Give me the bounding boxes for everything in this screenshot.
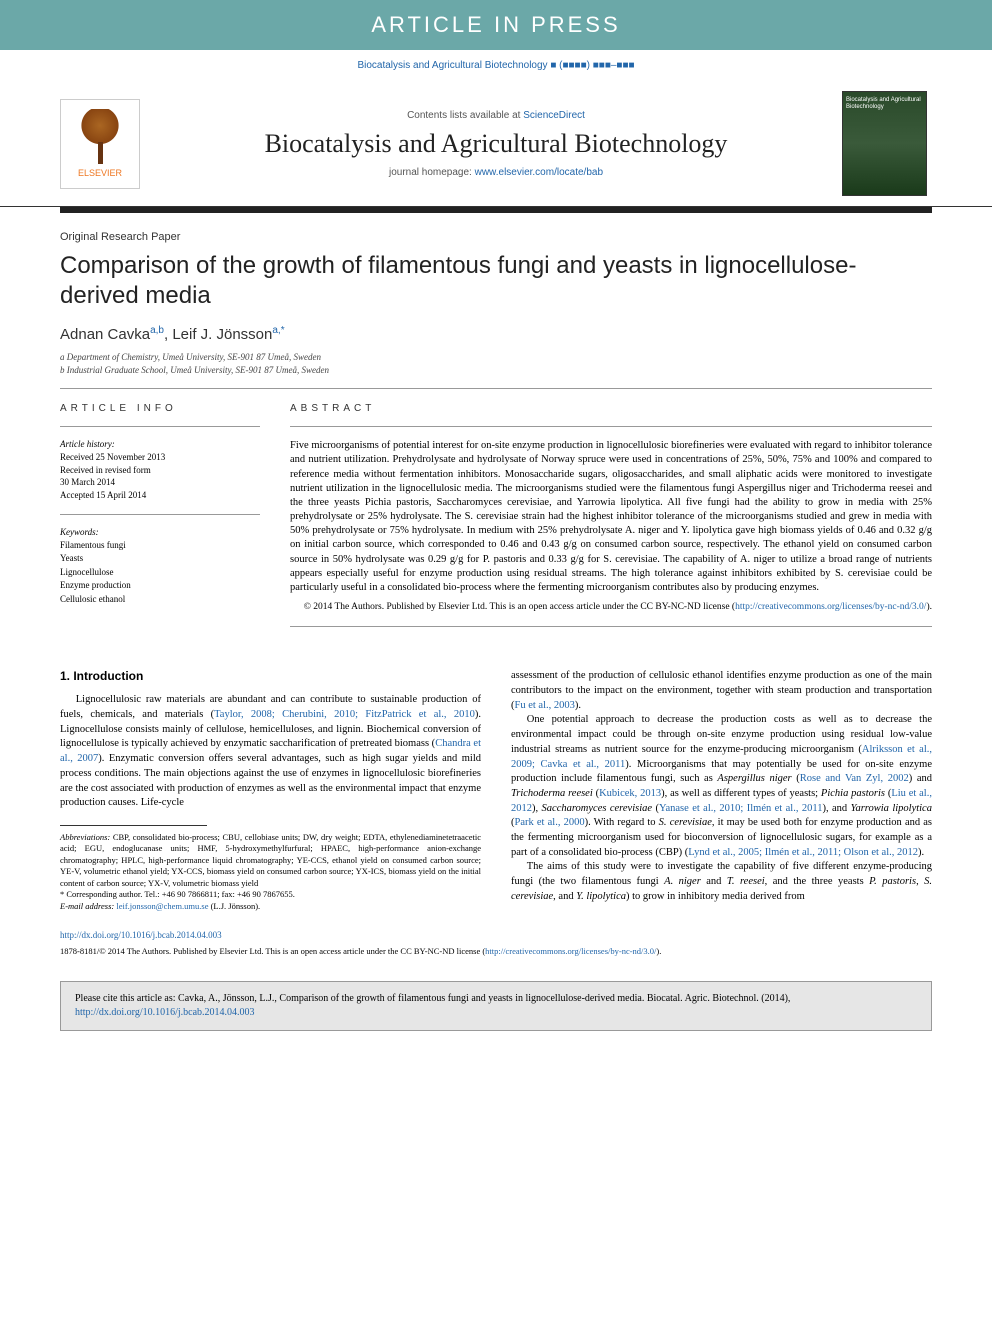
keyword: Yeasts bbox=[60, 552, 260, 566]
corresponding-author-footnote: * Corresponding author. Tel.: +46 90 786… bbox=[60, 889, 481, 900]
sciencedirect-link[interactable]: ScienceDirect bbox=[523, 110, 585, 121]
license-line: 1878-8181/© 2014 The Authors. Published … bbox=[0, 946, 992, 967]
abstract-heading: ABSTRACT bbox=[290, 403, 932, 414]
abstract-end-divider bbox=[290, 626, 932, 627]
article-title: Comparison of the growth of filamentous … bbox=[60, 251, 932, 311]
citation-link[interactable]: Rose and Van Zyl, 2002 bbox=[800, 773, 909, 784]
contents-available-line: Contents lists available at ScienceDirec… bbox=[150, 110, 842, 121]
info-divider-1 bbox=[60, 426, 260, 427]
citation-link[interactable]: Lynd et al., 2005; Ilmén et al., 2011; O… bbox=[688, 847, 918, 858]
masthead: ELSEVIER Contents lists available at Sci… bbox=[0, 81, 992, 207]
citation-box: Please cite this article as: Cavka, A., … bbox=[60, 981, 932, 1031]
citation-link[interactable]: Yanase et al., 2010; Ilmén et al., 2011 bbox=[659, 803, 823, 814]
email-footnote: E-mail address: leif.jonsson@chem.umu.se… bbox=[60, 901, 481, 912]
authors-line: Adnan Cavkaa,b, Leif J. Jönssona,* bbox=[60, 325, 932, 343]
masthead-center: Contents lists available at ScienceDirec… bbox=[150, 110, 842, 178]
doi-line: http://dx.doi.org/10.1016/j.bcab.2014.04… bbox=[0, 924, 992, 946]
author-1-affiliation-link[interactable]: a,b bbox=[150, 325, 164, 336]
cover-title-text: Biocatalysis and Agricultural Biotechnol… bbox=[846, 97, 923, 110]
right-column: assessment of the production of cellulos… bbox=[511, 669, 932, 912]
article-info-heading: ARTICLE INFO bbox=[60, 403, 260, 414]
citation-link[interactable]: Fu et al., 2003 bbox=[515, 700, 575, 711]
email-link[interactable]: leif.jonsson@chem.umu.se bbox=[116, 901, 208, 911]
abstract-text: Five microorganisms of potential interes… bbox=[290, 439, 932, 595]
banner-text: ARTICLE IN PRESS bbox=[371, 12, 620, 37]
citation-link[interactable]: Kubicek, 2013 bbox=[599, 788, 661, 799]
section-1-heading: 1. Introduction bbox=[60, 669, 481, 683]
article-type: Original Research Paper bbox=[60, 231, 932, 243]
abstract-divider bbox=[290, 426, 932, 427]
affiliation-b: b Industrial Graduate School, Umeå Unive… bbox=[60, 364, 932, 377]
journal-reference-line: Biocatalysis and Agricultural Biotechnol… bbox=[0, 50, 992, 81]
keyword: Lignocellulose bbox=[60, 566, 260, 580]
abbreviations-footnote: Abbreviations: CBP, consolidated bio-pro… bbox=[60, 832, 481, 889]
journal-name: Biocatalysis and Agricultural Biotechnol… bbox=[150, 129, 842, 159]
left-column: 1. Introduction Lignocellulosic raw mate… bbox=[60, 669, 481, 912]
cc-license-link[interactable]: http://creativecommons.org/licenses/by-n… bbox=[735, 602, 926, 612]
journal-homepage-link[interactable]: www.elsevier.com/locate/bab bbox=[475, 167, 603, 178]
citation-link[interactable]: Taylor, 2008; Cherubini, 2010; FitzPatri… bbox=[214, 709, 475, 720]
elsevier-logo[interactable]: ELSEVIER bbox=[60, 99, 140, 189]
article-history-text: Received 25 November 2013 Received in re… bbox=[60, 451, 260, 501]
intro-para-2: assessment of the production of cellulos… bbox=[511, 669, 932, 713]
footnote-divider bbox=[60, 825, 207, 826]
intro-para-1: Lignocellulosic raw materials are abunda… bbox=[60, 693, 481, 811]
info-divider-2 bbox=[60, 514, 260, 515]
keyword: Cellulosic ethanol bbox=[60, 593, 260, 607]
elsevier-wordmark: ELSEVIER bbox=[78, 168, 122, 178]
body-section: 1. Introduction Lignocellulosic raw mate… bbox=[0, 657, 992, 924]
abstract-column: ABSTRACT Five microorganisms of potentia… bbox=[290, 403, 932, 639]
keyword: Filamentous fungi bbox=[60, 539, 260, 553]
footnotes-block: Abbreviations: CBP, consolidated bio-pro… bbox=[60, 832, 481, 912]
journal-cover-cell: Biocatalysis and Agricultural Biotechnol… bbox=[842, 91, 932, 196]
info-abstract-row: ARTICLE INFO Article history: Received 2… bbox=[60, 403, 932, 639]
page: ARTICLE IN PRESS Biocatalysis and Agricu… bbox=[0, 0, 992, 1323]
journal-cover-thumbnail[interactable]: Biocatalysis and Agricultural Biotechnol… bbox=[842, 91, 927, 196]
header-divider bbox=[60, 388, 932, 389]
keywords-list: Filamentous fungi Yeasts Lignocellulose … bbox=[60, 539, 260, 607]
intro-para-4: The aims of this study were to investiga… bbox=[511, 860, 932, 904]
doi-link[interactable]: http://dx.doi.org/10.1016/j.bcab.2014.04… bbox=[60, 930, 222, 940]
article-history-label: Article history: bbox=[60, 439, 260, 449]
citation-doi-link[interactable]: http://dx.doi.org/10.1016/j.bcab.2014.04… bbox=[75, 1007, 255, 1018]
abstract-copyright: © 2014 The Authors. Published by Elsevie… bbox=[290, 601, 932, 614]
keyword: Enzyme production bbox=[60, 579, 260, 593]
keywords-label: Keywords: bbox=[60, 527, 260, 537]
elsevier-tree-icon bbox=[75, 109, 125, 164]
author-2-affiliation-link[interactable]: a,* bbox=[272, 325, 284, 336]
author-2: Leif J. Jönsson bbox=[172, 326, 272, 343]
two-column-layout: 1. Introduction Lignocellulosic raw mate… bbox=[60, 669, 932, 912]
author-1: Adnan Cavka bbox=[60, 326, 150, 343]
publisher-logo-cell: ELSEVIER bbox=[60, 99, 150, 189]
article-info-column: ARTICLE INFO Article history: Received 2… bbox=[60, 403, 260, 639]
article-header: Original Research Paper Comparison of th… bbox=[0, 213, 992, 657]
affiliation-a: a Department of Chemistry, Umeå Universi… bbox=[60, 351, 932, 364]
affiliations: a Department of Chemistry, Umeå Universi… bbox=[60, 351, 932, 376]
license-url-link[interactable]: http://creativecommons.org/licenses/by-n… bbox=[485, 946, 656, 956]
citation-link[interactable]: Park et al., 2000 bbox=[515, 817, 585, 828]
article-in-press-banner: ARTICLE IN PRESS bbox=[0, 0, 992, 50]
journal-homepage-line: journal homepage: www.elsevier.com/locat… bbox=[150, 167, 842, 178]
intro-para-3: One potential approach to decrease the p… bbox=[511, 713, 932, 860]
